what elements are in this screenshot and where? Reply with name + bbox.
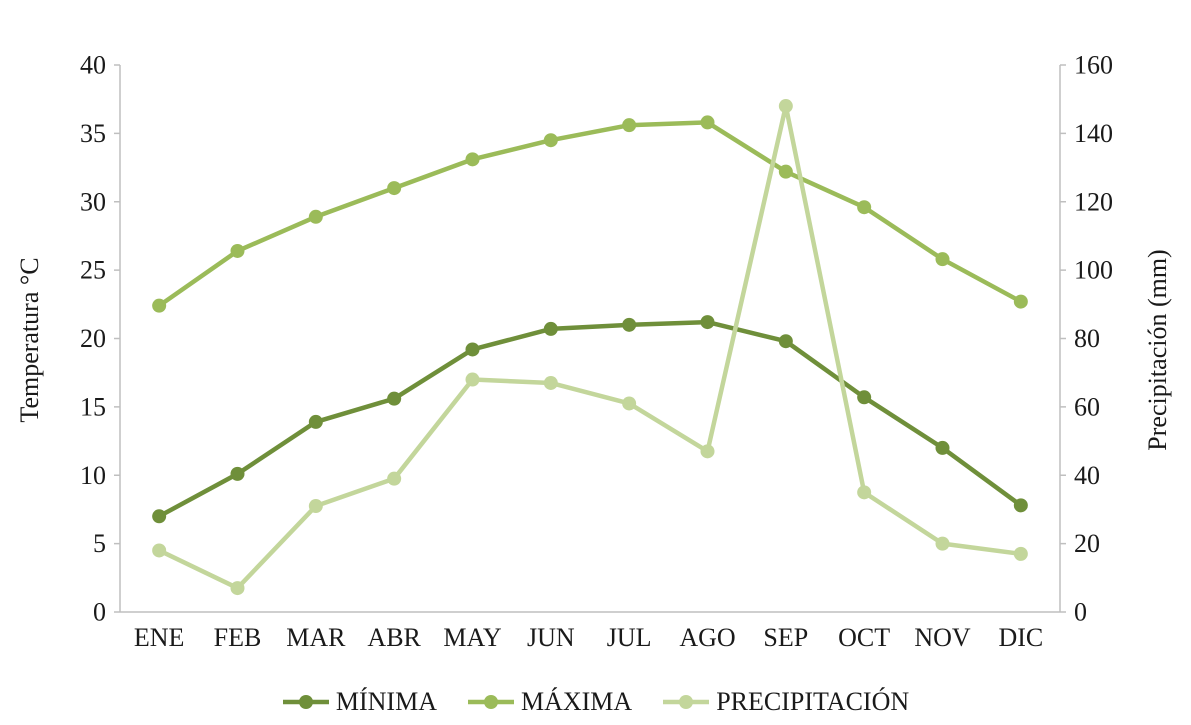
- series-marker: [935, 252, 950, 267]
- series-marker: [778, 99, 793, 114]
- series-marker: [543, 321, 558, 336]
- right-axis-tick-label: 0: [1074, 598, 1087, 627]
- right-axis-title: Precipitación (mm): [1143, 249, 1172, 450]
- plot-area: 0 5 10 15 20 25 30 35 40 0 20 40 60 80 100 120 140 160 ENE…: [80, 51, 1113, 653]
- left-axis-title: Temperatura °C: [15, 257, 44, 422]
- chart-canvas: 0 5 10 15 20 25 30 35 40 0 20 40 60 80 100 120 140 160 ENE…: [15, 51, 1172, 653]
- series-marker: [543, 375, 558, 390]
- series-line: [156, 319, 1024, 519]
- series-marker: [230, 466, 245, 481]
- left-axis-tick-label: 10: [80, 461, 106, 490]
- series-marker: [935, 440, 950, 455]
- right-axis-tick-label: 40: [1074, 461, 1100, 490]
- x-axis-category-label: ABR: [367, 623, 421, 652]
- series-marker: [1013, 546, 1028, 561]
- series-marker: [857, 200, 872, 215]
- series-marker: [387, 391, 402, 406]
- series-marker: [622, 317, 637, 332]
- legend-item: MÍNIMA: [282, 687, 437, 717]
- series-line: [156, 103, 1024, 591]
- left-axis-tick-label: 25: [80, 256, 106, 285]
- x-axis-category-label: MAR: [286, 623, 346, 652]
- left-axis-tick-label: 0: [93, 598, 106, 627]
- legend-marker-icon: [467, 695, 514, 709]
- x-axis-category-label: SEP: [763, 623, 808, 652]
- legend-marker-icon: [663, 695, 710, 709]
- x-axis-category-label: JUN: [527, 623, 575, 652]
- series-marker: [700, 115, 715, 130]
- series-marker: [465, 372, 480, 387]
- series-marker: [152, 543, 167, 558]
- right-axis-tick-label: 80: [1074, 324, 1100, 353]
- x-axis-category-label: ENE: [134, 623, 185, 652]
- x-axis-category-label: NOV: [914, 623, 971, 652]
- right-axis-tick-label: 140: [1074, 119, 1113, 148]
- legend-label: MÁXIMA: [520, 687, 633, 716]
- legend-item: PRECIPITACIÓN: [662, 687, 909, 717]
- left-axis-tick-label: 35: [80, 119, 106, 148]
- series-marker: [543, 133, 558, 148]
- series-marker: [700, 444, 715, 459]
- right-axis-tick-label: 100: [1074, 256, 1113, 285]
- left-axis-tick-label: 20: [80, 324, 106, 353]
- series-marker: [857, 485, 872, 500]
- chart-legend: MÍNIMA MÁXIMA PRECIPITACIÓN: [0, 687, 1191, 717]
- series-marker: [387, 471, 402, 486]
- x-axis-category-label: OCT: [838, 623, 890, 652]
- series-marker: [308, 414, 323, 429]
- series-marker: [1013, 294, 1028, 309]
- series-marker: [387, 181, 402, 196]
- left-axis-tick-label: 30: [80, 187, 106, 216]
- legend-label: PRECIPITACIÓN: [716, 687, 910, 716]
- series-marker: [152, 298, 167, 313]
- x-axis-category-label: FEB: [214, 623, 262, 652]
- series-marker: [465, 152, 480, 167]
- left-axis-tick-label: 5: [93, 529, 106, 558]
- right-axis-tick-label: 60: [1074, 392, 1100, 421]
- series-marker: [465, 342, 480, 357]
- series-line: [156, 120, 1024, 308]
- series-marker: [230, 581, 245, 596]
- series-marker: [622, 396, 637, 411]
- series-marker: [622, 118, 637, 133]
- x-axis-category-label: JUL: [607, 623, 652, 652]
- x-axis-category-label: MAY: [443, 623, 502, 652]
- series-marker: [778, 164, 793, 179]
- legend-item: MÁXIMA: [467, 687, 632, 717]
- x-axis-category-label: DIC: [998, 623, 1043, 652]
- series-marker: [700, 315, 715, 330]
- series-marker: [152, 509, 167, 524]
- series-marker: [778, 334, 793, 349]
- x-axis-category-label: AGO: [679, 623, 735, 652]
- series-marker: [935, 536, 950, 551]
- series-marker: [230, 243, 245, 258]
- left-axis-tick-label: 15: [80, 392, 106, 421]
- right-axis-tick-label: 120: [1074, 187, 1113, 216]
- series-marker: [857, 390, 872, 405]
- series-marker: [1013, 498, 1028, 513]
- legend-marker-icon: [282, 695, 329, 709]
- left-axis-tick-label: 40: [80, 51, 106, 80]
- series-marker: [308, 209, 323, 224]
- legend-label: MÍNIMA: [335, 687, 437, 716]
- right-axis-tick-label: 20: [1074, 529, 1100, 558]
- right-axis-tick-label: 160: [1074, 51, 1113, 80]
- series-marker: [308, 499, 323, 514]
